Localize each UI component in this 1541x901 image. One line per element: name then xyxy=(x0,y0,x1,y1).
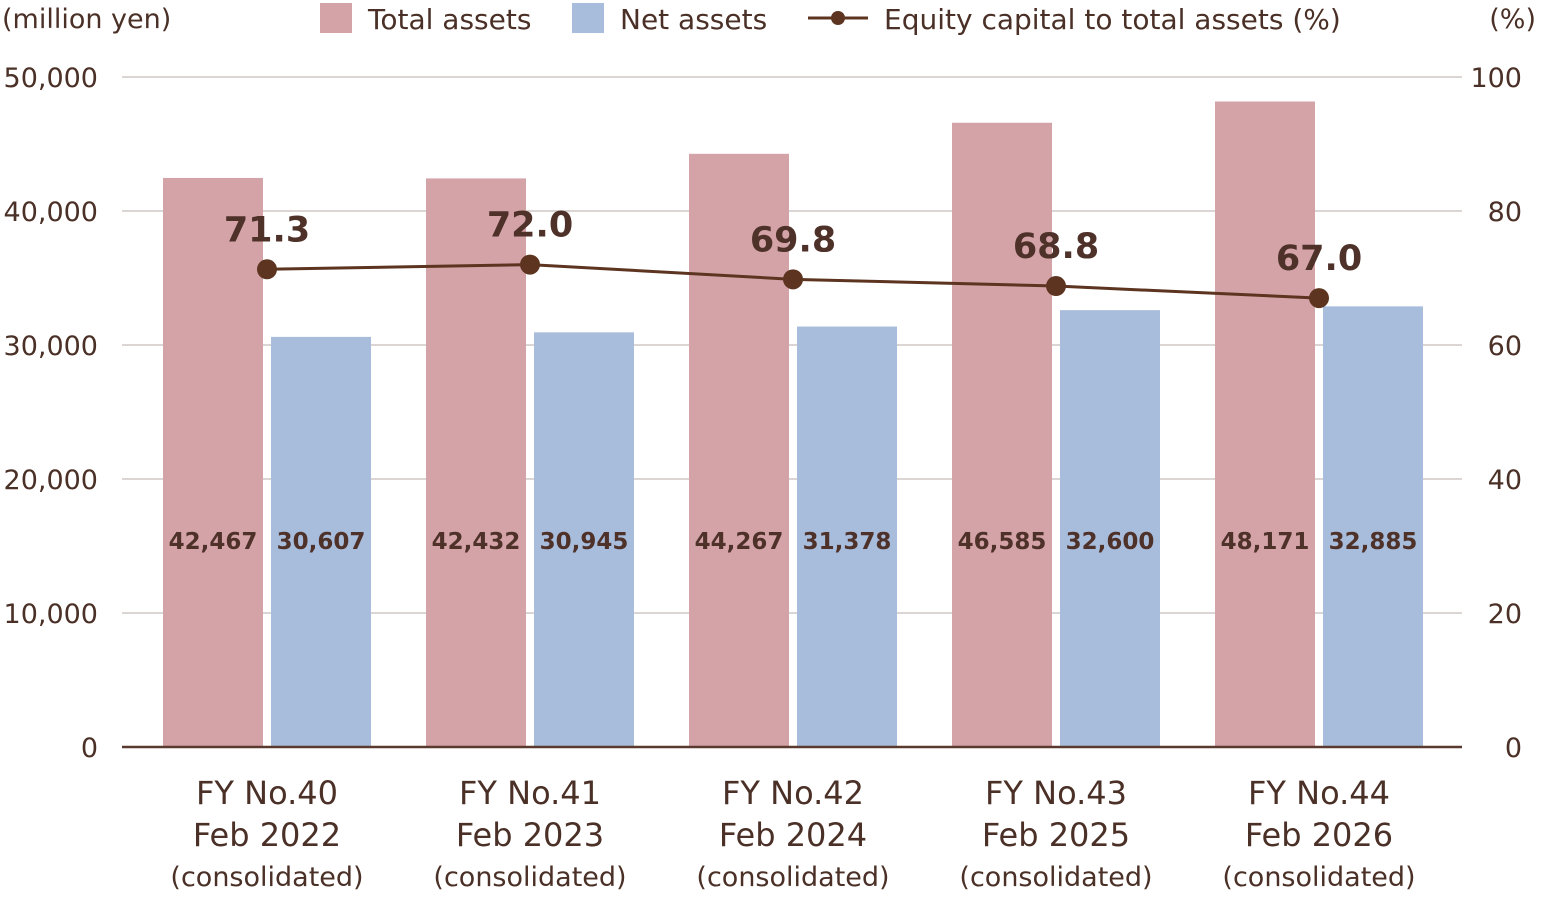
axes: 0 10,000 20,000 30,000 40,000 50,000 0 20 40 60 80… xyxy=(2,4,1536,893)
x-tick-label-fy: FY No.44 xyxy=(1248,774,1390,812)
net-assets-bar xyxy=(534,332,634,747)
y-right-tick-label: 0 xyxy=(1505,733,1522,764)
equity-ratio-point xyxy=(783,269,803,290)
x-tick-label-note: (consolidated) xyxy=(1222,862,1415,893)
x-tick-label-fy: FY No.41 xyxy=(459,774,601,812)
x-tick-label-fy: FY No.42 xyxy=(722,774,864,812)
legend-swatch-total-assets xyxy=(320,3,352,33)
legend-label-equity-ratio: Equity capital to total assets (%) xyxy=(884,3,1341,36)
net-assets-bar xyxy=(271,336,371,747)
y-right-unit-label: (%) xyxy=(1489,4,1536,35)
legend-label-net-assets: Net assets xyxy=(620,3,767,36)
equity-ratio-value-label: 68.8 xyxy=(1013,227,1099,267)
y-right-tick-label: 20 xyxy=(1488,599,1522,630)
equity-ratio-point xyxy=(1309,288,1329,309)
y-left-tick-label: 0 xyxy=(81,733,98,764)
x-tick-label-note: (consolidated) xyxy=(433,862,626,893)
equity-ratio-value-label: 72.0 xyxy=(487,206,573,246)
total-assets-value-label: 48,171 xyxy=(1221,529,1310,555)
bars xyxy=(163,101,1423,748)
net-assets-bar xyxy=(797,326,897,747)
net-assets-bar xyxy=(1060,310,1160,747)
x-tick-label-date: Feb 2026 xyxy=(1245,816,1393,854)
legend-swatch-net-assets xyxy=(572,3,604,33)
equity-ratio-line xyxy=(257,254,1329,309)
x-tick-label-note: (consolidated) xyxy=(959,862,1152,893)
y-left-tick-label: 30,000 xyxy=(4,331,98,362)
data-labels: 42,467 30,607 42,432 30,945 44,267 31,378 46,5… xyxy=(169,206,1418,555)
net-assets-value-label: 31,378 xyxy=(803,529,892,555)
y-left-tick-label: 50,000 xyxy=(4,63,98,94)
x-tick-label-date: Feb 2024 xyxy=(719,816,867,854)
x-tick-label-fy: FY No.40 xyxy=(196,774,338,812)
total-assets-bar xyxy=(163,177,263,747)
y-right-tick-label: 40 xyxy=(1488,465,1522,496)
y-left-tick-label: 20,000 xyxy=(4,465,98,496)
net-assets-value-label: 32,885 xyxy=(1329,529,1418,555)
net-assets-value-label: 30,945 xyxy=(540,529,629,555)
net-assets-value-label: 32,600 xyxy=(1066,529,1155,555)
net-assets-value-label: 30,607 xyxy=(277,529,366,555)
legend: Total assets Net assets Equity capital to … xyxy=(320,3,1341,36)
legend-label-total-assets: Total assets xyxy=(367,3,531,36)
y-right-tick-label: 60 xyxy=(1488,331,1522,362)
net-assets-bar xyxy=(1323,306,1423,747)
total-assets-value-label: 42,467 xyxy=(169,529,258,555)
equity-ratio-point xyxy=(1046,276,1066,297)
total-assets-bar xyxy=(952,122,1052,748)
total-assets-bar xyxy=(426,178,526,747)
equity-ratio-point xyxy=(520,254,540,275)
x-tick-label-note: (consolidated) xyxy=(696,862,889,893)
y-left-tick-label: 10,000 xyxy=(4,599,98,630)
x-tick-label-date: Feb 2023 xyxy=(456,816,604,854)
total-assets-bar xyxy=(1215,101,1315,747)
y-right-tick-label: 100 xyxy=(1470,63,1522,94)
x-tick-label-date: Feb 2022 xyxy=(193,816,341,854)
y-left-tick-label: 40,000 xyxy=(4,197,98,228)
y-right-tick-label: 80 xyxy=(1488,197,1522,228)
total-assets-value-label: 44,267 xyxy=(695,529,784,555)
y-left-unit-label: (million yen) xyxy=(2,4,171,35)
total-assets-value-label: 42,432 xyxy=(432,529,521,555)
x-tick-label-fy: FY No.43 xyxy=(985,774,1127,812)
equity-ratio-value-label: 67.0 xyxy=(1276,239,1362,279)
total-assets-value-label: 46,585 xyxy=(958,529,1047,555)
legend-marker-equity-ratio xyxy=(831,11,845,25)
equity-ratio-value-label: 69.8 xyxy=(750,220,836,260)
total-assets-bar xyxy=(689,153,789,747)
x-tick-label-date: Feb 2025 xyxy=(982,816,1130,854)
equity-ratio-point xyxy=(257,259,277,280)
equity-ratio-value-label: 71.3 xyxy=(224,210,310,250)
x-tick-label-note: (consolidated) xyxy=(170,862,363,893)
